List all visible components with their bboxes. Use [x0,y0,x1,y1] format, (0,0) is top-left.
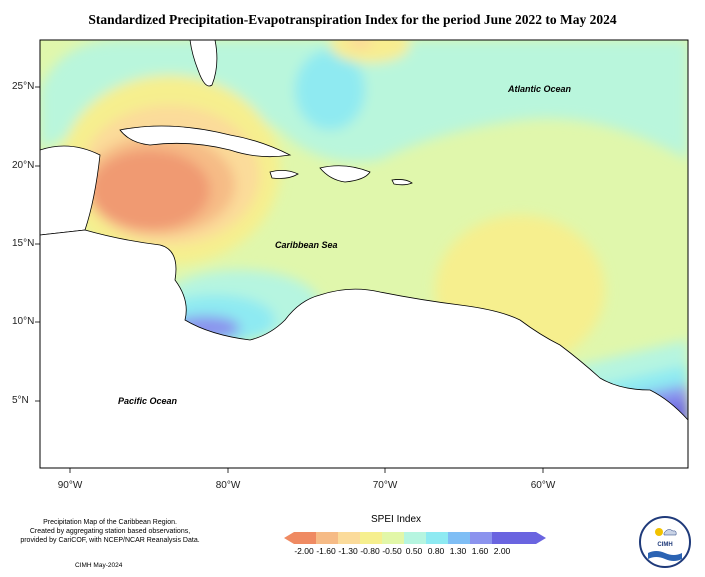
legend-title: SPEI Index [371,514,422,525]
legend-tick-label: -2.00 [294,546,314,556]
legend-swatch [338,532,360,544]
legend-swatch [316,532,338,544]
cimh-logo-icon [639,516,691,568]
legend-tick-label: -1.60 [316,546,336,556]
map-title: Standardized Precipitation-Evapotranspir… [88,12,617,27]
lat-label-10n: 10°N [12,316,35,327]
legend-tick-label: 2.00 [493,546,511,556]
footnote-line-1: Precipitation Map of the Caribbean Regio… [43,519,177,526]
legend-swatch [492,532,514,544]
caribbean-sea-label: Caribbean Sea [275,240,338,250]
legend-tick-label: -1.30 [338,546,358,556]
map-credit: CIMH May-2024 [75,562,123,569]
legend-tick-label: 0.80 [427,546,445,556]
pacific-ocean-label: Pacific Ocean [118,396,178,406]
legend-arrow-high [536,532,546,544]
legend-tick-label: 1.30 [449,546,467,556]
land-outlines [40,40,688,468]
legend-swatch [404,532,426,544]
legend-tick-label: 1.60 [471,546,489,556]
legend-tick-label: -0.80 [360,546,380,556]
legend-swatch [360,532,382,544]
legend-swatch [470,532,492,544]
cimh-logo: CIMH [638,515,692,569]
legend-swatch [448,532,470,544]
logo-text: CIMH [657,542,673,548]
legend-color-bar [284,532,546,544]
lon-label-80w: 80°W [215,480,241,491]
footnote-line-2: Created by aggregating station based obs… [29,528,191,535]
atlantic-ocean-label: Atlantic Ocean [508,84,572,94]
legend-swatch [382,532,404,544]
legend-tick-label: 0.50 [405,546,423,556]
lat-label-20n: 20°N [12,160,35,171]
map-frame [39,39,689,469]
lat-label-5n: 5°N [12,395,29,406]
lon-label-70w: 70°W [372,480,398,491]
lat-label-15n: 15°N [12,238,35,249]
legend-arrow-low [284,532,294,544]
legend-tick-label: -0.50 [382,546,402,556]
map-footnote: Precipitation Map of the Caribbean Regio… [10,518,210,545]
lon-label-90w: 90°W [57,480,83,491]
legend-swatch [426,532,448,544]
legend-swatch [514,532,536,544]
axis-ticks [35,86,544,473]
footnote-line-3: provided by CariCOF, with NCEP/NCAR Rean… [20,537,200,544]
legend-swatch [294,532,316,544]
spei-field [40,40,688,468]
lon-label-60w: 60°W [530,480,556,491]
lat-label-25n: 25°N [12,81,35,92]
